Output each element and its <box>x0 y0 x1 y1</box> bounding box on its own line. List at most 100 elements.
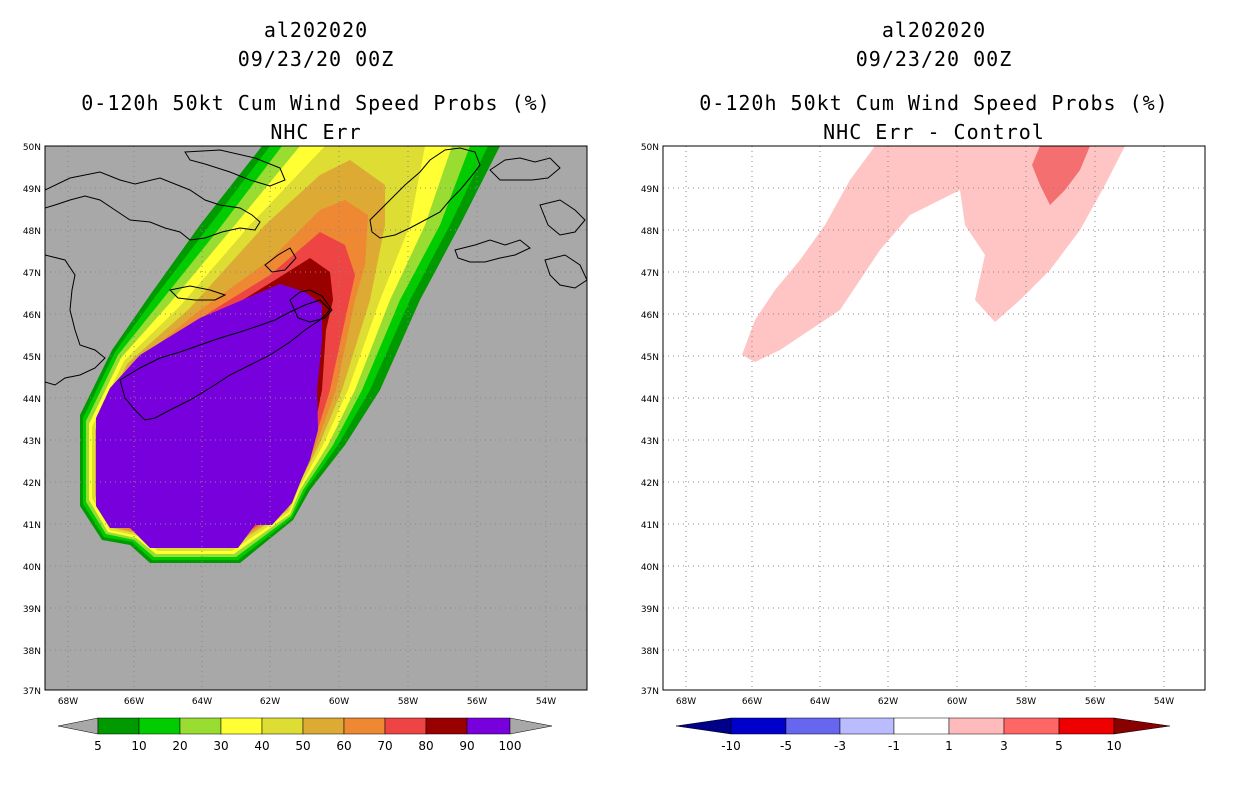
left-colorbar-label: 20 <box>172 739 187 753</box>
right-lat-label: 43N <box>641 437 659 447</box>
left-title-product: 0-120h 50kt Cum Wind Speed Probs (%) <box>81 91 551 115</box>
right-lat-label: 40N <box>641 563 659 573</box>
left-title-date: 09/23/20 00Z <box>237 47 395 71</box>
right-colorbar-high-arrow <box>1113 717 1171 735</box>
left-colorbar-swatch <box>302 717 345 735</box>
left-colorbar-swatch <box>384 717 427 735</box>
left-lat-label: 40N <box>23 563 41 573</box>
left-lat-label: 37N <box>23 687 41 697</box>
left-lat-label: 39N <box>23 605 41 615</box>
left-colorbar-swatch <box>97 717 140 735</box>
left-colorbar-label: 10 <box>131 739 146 753</box>
right-colorbar-label: -3 <box>834 739 846 753</box>
right-colorbar-low-arrow <box>675 717 732 735</box>
left-colorbar-swatch <box>220 717 263 735</box>
diff-band-1-3-east <box>960 146 1125 322</box>
left-lat-labels: 50N 49N 48N 47N 46N 45N 44N 43N 42N 41N … <box>23 143 41 697</box>
left-colorbar-low-arrow <box>57 717 99 735</box>
left-lon-label: 58W <box>398 697 418 707</box>
right-lon-label: 68W <box>676 697 696 707</box>
left-colorbar-label: 80 <box>418 739 433 753</box>
left-colorbar-label: 50 <box>295 739 310 753</box>
right-title-date: 09/23/20 00Z <box>855 47 1013 71</box>
left-lat-label: 46N <box>23 311 41 321</box>
left-lon-labels: 68W 66W 64W 62W 60W 58W 56W 54W <box>58 697 556 707</box>
right-lon-label: 56W <box>1085 697 1105 707</box>
left-lat-label: 49N <box>23 185 41 195</box>
left-lon-label: 68W <box>58 697 78 707</box>
diff-band-3-5 <box>1032 146 1090 205</box>
right-lat-label: 42N <box>641 479 659 489</box>
right-colorbar-swatch <box>730 717 787 735</box>
right-colorbar-swatch <box>1003 717 1060 735</box>
left-colorbar-swatch <box>261 717 304 735</box>
left-colorbar-label: 100 <box>499 739 522 753</box>
right-lat-label: 38N <box>641 647 659 657</box>
right-lat-labels: 50N 49N 48N 47N 46N 45N 44N 43N 42N 41N … <box>641 143 659 697</box>
right-map <box>662 145 1206 691</box>
right-lat-label: 46N <box>641 311 659 321</box>
right-colorbar-label: -1 <box>888 739 900 753</box>
left-lon-label: 60W <box>329 697 349 707</box>
left-colorbar-swatch <box>343 717 386 735</box>
right-colorbar-label: -10 <box>721 739 741 753</box>
right-colorbar-swatch <box>785 717 841 735</box>
left-colorbar-label: 70 <box>377 739 392 753</box>
left-lat-label: 48N <box>23 227 41 237</box>
right-lat-label: 47N <box>641 269 659 279</box>
left-lon-label: 64W <box>192 697 212 707</box>
right-map-frame <box>662 145 1206 691</box>
right-colorbar-label: 5 <box>1055 739 1063 753</box>
left-lon-label: 66W <box>124 697 144 707</box>
left-colorbar-label: 60 <box>336 739 351 753</box>
left-lat-label: 38N <box>23 647 41 657</box>
left-colorbar-swatch <box>425 717 468 735</box>
left-grid <box>45 146 587 690</box>
right-lon-label: 66W <box>742 697 762 707</box>
right-colorbar-swatch <box>948 717 1005 735</box>
left-title-storm: al202020 <box>263 18 369 42</box>
right-lat-label: 37N <box>641 687 659 697</box>
right-lat-label: 45N <box>641 353 659 363</box>
left-colorbar-label: 40 <box>254 739 269 753</box>
left-probability-field <box>80 146 500 563</box>
right-difference-field <box>742 146 1125 362</box>
right-lat-label: 44N <box>641 395 659 405</box>
left-colorbar-label: 5 <box>94 739 102 753</box>
left-colorbar-label: 30 <box>213 739 228 753</box>
right-lat-label: 41N <box>641 521 659 531</box>
right-lon-label: 62W <box>878 697 898 707</box>
right-lat-label: 39N <box>641 605 659 615</box>
left-colorbar-swatch <box>466 717 511 735</box>
left-colorbar: 5 10 20 30 40 50 60 70 80 90 100 <box>57 717 553 753</box>
right-colorbar-swatch <box>1058 717 1115 735</box>
right-colorbar-label: 10 <box>1106 739 1121 753</box>
left-lat-label: 42N <box>23 479 41 489</box>
left-colorbar-swatch <box>138 717 181 735</box>
left-colorbar-swatch <box>179 717 222 735</box>
right-title-subtitle: NHC Err - Control <box>823 120 1045 144</box>
right-title-product: 0-120h 50kt Cum Wind Speed Probs (%) <box>699 91 1169 115</box>
left-lat-label: 47N <box>23 269 41 279</box>
right-lon-label: 58W <box>1016 697 1036 707</box>
right-lon-label: 64W <box>810 697 830 707</box>
right-grid <box>663 146 1205 690</box>
left-title-subtitle: NHC Err <box>270 120 362 144</box>
right-lat-label: 48N <box>641 227 659 237</box>
right-colorbar-swatch <box>893 717 950 735</box>
right-colorbar-swatch <box>839 717 895 735</box>
left-lat-label: 50N <box>23 143 41 153</box>
right-lon-label: 60W <box>947 697 967 707</box>
left-map-frame <box>44 145 588 691</box>
right-lon-label: 54W <box>1154 697 1174 707</box>
diff-band-1-3-west <box>742 146 1030 362</box>
right-lat-label: 50N <box>641 143 659 153</box>
right-title-storm: al202020 <box>881 18 987 42</box>
left-lon-label: 62W <box>260 697 280 707</box>
right-colorbar-label: 1 <box>945 739 953 753</box>
left-colorbar-high-arrow <box>509 717 553 735</box>
left-lon-label: 54W <box>536 697 556 707</box>
left-map <box>44 145 588 691</box>
left-colorbar-label: 90 <box>459 739 474 753</box>
